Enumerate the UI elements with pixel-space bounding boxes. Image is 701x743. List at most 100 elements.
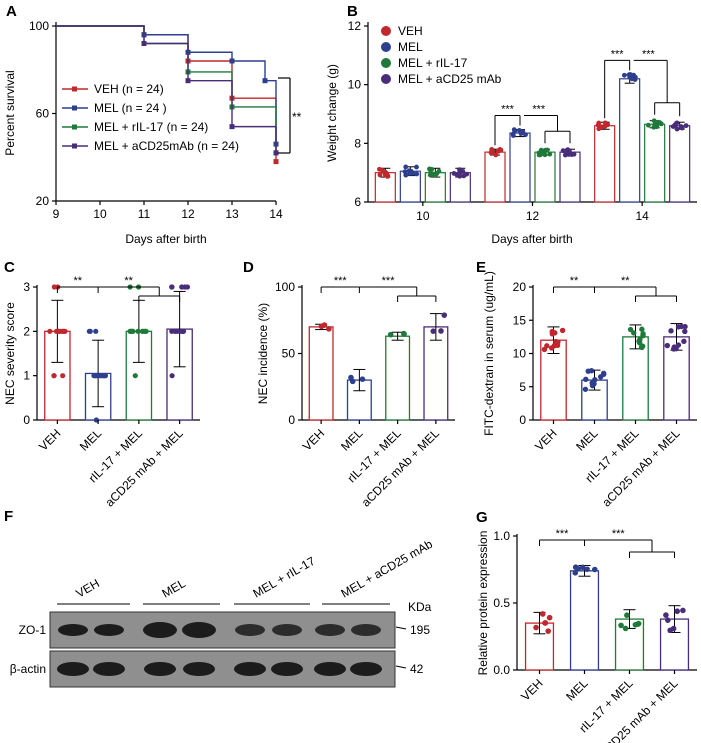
- data-point: [169, 373, 175, 379]
- y-axis-label: Percent survival: [3, 70, 17, 155]
- data-point: [637, 336, 643, 343]
- x-tick-label: 11: [138, 207, 151, 221]
- data-point: [645, 122, 651, 128]
- panel-label-c: C: [4, 259, 15, 276]
- y-axis-label: NEC severity score: [3, 302, 17, 405]
- x-tick-label: 9: [53, 207, 60, 221]
- data-point: [572, 570, 579, 576]
- y-tick-label: 0.5: [493, 596, 510, 610]
- y-axis-label: Weight change (g): [325, 64, 339, 162]
- data-point: [318, 323, 325, 330]
- legend-marker: [72, 124, 77, 130]
- bar: [669, 125, 691, 203]
- data-point: [545, 628, 552, 634]
- legend-marker: [381, 74, 391, 84]
- data-point: [584, 566, 590, 573]
- data-point: [454, 172, 460, 178]
- data-point: [624, 612, 630, 619]
- kda-value: 42: [410, 662, 424, 676]
- legend-series-name: MEL: [94, 101, 119, 115]
- data-point: [93, 328, 99, 334]
- data-point: [600, 370, 607, 377]
- legend-marker: [72, 143, 77, 149]
- data-point: [629, 73, 634, 79]
- panel-label-f: F: [4, 508, 13, 525]
- data-point: [414, 164, 419, 170]
- x-tick-label: 12: [526, 209, 540, 223]
- data-point: [407, 171, 412, 176]
- y-tick-label: 60: [36, 107, 50, 121]
- legend-series-name: MEL + rIL-17: [94, 120, 164, 134]
- legend-n-label: (n = 24 ): [118, 101, 166, 115]
- legend-marker: [72, 86, 77, 92]
- sig-annotation: ***: [642, 48, 656, 60]
- data-point: [547, 151, 553, 157]
- data-point: [436, 168, 442, 174]
- data-point: [560, 148, 566, 154]
- x-tick-label: 13: [225, 207, 239, 221]
- data-point: [665, 617, 671, 623]
- data-point: [675, 324, 682, 330]
- data-point: [387, 331, 394, 338]
- data-point: [674, 120, 680, 126]
- blot-band: [315, 624, 345, 636]
- data-point: [657, 120, 663, 126]
- x-tick-label: VEH: [300, 426, 327, 453]
- y-tick-label: 8: [354, 136, 361, 150]
- data-point: [618, 622, 624, 629]
- blot-band: [144, 662, 176, 676]
- censor-marker: [262, 78, 268, 84]
- sig-annotation: **: [292, 110, 302, 124]
- sig-annotation: ***: [612, 528, 626, 540]
- panel-label-d: D: [243, 259, 254, 276]
- y-tick-label: 12: [348, 19, 362, 33]
- lane-group-label: VEH: [74, 576, 102, 600]
- lane-group-label: MEL: [160, 576, 189, 601]
- x-tick-label: aCD25 mAb + MEL: [103, 426, 186, 509]
- data-point: [128, 328, 134, 334]
- y-tick-label: 100: [275, 280, 295, 294]
- sig-annotation: ***: [556, 528, 570, 540]
- data-point: [674, 126, 680, 132]
- lane-group-label: MEL + aCD25 mAb: [339, 537, 436, 601]
- unit-label: KDa: [408, 600, 432, 614]
- data-point: [179, 328, 186, 334]
- bar: [622, 336, 649, 421]
- data-point: [533, 624, 539, 631]
- data-point: [621, 72, 627, 78]
- y-axis-label: FITC-dextran in serum (ug/mL): [482, 271, 496, 436]
- y-tick-label: 0: [519, 413, 526, 427]
- y-tick-label: 100: [29, 19, 49, 33]
- data-point: [512, 128, 518, 134]
- data-point: [430, 328, 437, 334]
- censor-marker: [273, 159, 279, 165]
- kda-marker: [395, 665, 407, 669]
- data-point: [595, 122, 601, 128]
- data-point: [536, 150, 542, 156]
- data-point: [631, 330, 637, 336]
- data-point: [520, 129, 526, 135]
- data-point: [348, 374, 354, 381]
- data-point: [664, 342, 671, 349]
- y-tick-label: 10: [348, 78, 362, 92]
- legend-marker: [72, 105, 77, 111]
- data-point: [87, 328, 93, 334]
- censor-marker: [229, 58, 235, 64]
- legend-entry: MEL + rIL-17: [398, 56, 468, 70]
- data-point: [385, 173, 391, 179]
- blot-band: [143, 622, 177, 638]
- x-axis-label: Days after birth: [125, 232, 206, 246]
- sig-annotation: **: [124, 275, 133, 287]
- blot-band: [183, 662, 215, 676]
- data-point: [585, 368, 591, 374]
- data-point: [93, 373, 99, 379]
- panel-b: B 6 8 10 12 Weight change (g) Days after birth…: [325, 3, 697, 246]
- bar: [484, 151, 506, 203]
- y-tick-label: 50: [282, 347, 296, 361]
- data-point: [57, 328, 63, 334]
- blot-band: [94, 624, 124, 636]
- legend-marker: [381, 26, 391, 36]
- data-point: [169, 284, 175, 290]
- data-point: [572, 564, 579, 571]
